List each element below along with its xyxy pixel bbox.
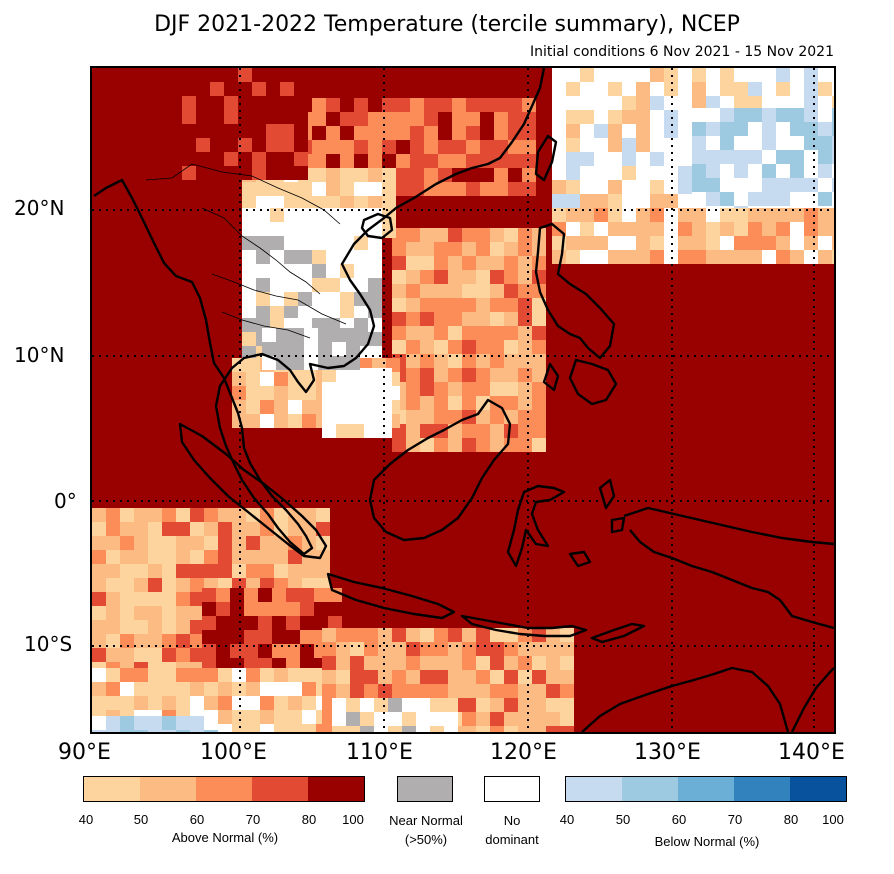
above-normal-label: Above Normal (%): [171, 830, 279, 845]
below-tick: 80: [783, 812, 799, 827]
lat-label-10s: 10°S: [24, 632, 73, 656]
above-tick: 60: [189, 812, 205, 827]
near-normal-label: Near Normal: [389, 813, 463, 828]
lon-label-100e: 100°E: [200, 740, 267, 765]
mainland-coast: [93, 68, 546, 556]
no-dominant-label: No: [503, 813, 521, 828]
lon-label-120e: 120°E: [490, 740, 557, 765]
coastlines: [93, 68, 834, 732]
forecast-map: [92, 68, 834, 732]
near-normal-swatch: [397, 776, 453, 802]
sumatra-coast: [178, 422, 328, 560]
lon-label-90e: 90°E: [58, 740, 111, 765]
below-tick: 100: [822, 812, 844, 827]
lat-label-10n: 10°N: [14, 343, 65, 367]
no-dominant-label-2: dominant: [485, 832, 539, 847]
below-tick: 50: [615, 812, 631, 827]
above-tick: 50: [133, 812, 149, 827]
above-tick: 40: [78, 812, 94, 827]
above-tick: 80: [301, 812, 317, 827]
no-dominant-swatch: [484, 776, 540, 802]
lat-label-20n: 20°N: [14, 196, 65, 220]
below-tick: 40: [559, 812, 575, 827]
tercile-field: [92, 68, 834, 732]
graticule: [92, 68, 834, 732]
above-tick: 70: [245, 812, 261, 827]
lon-label-130e: 130°E: [634, 740, 701, 765]
lon-label-140e: 140°E: [778, 740, 845, 765]
map-subtitle: Initial conditions 6 Nov 2021 - 15 Nov 2…: [529, 44, 834, 60]
lat-label-0: 0°: [54, 489, 77, 513]
map-panel: [90, 66, 836, 734]
lon-label-110e: 110°E: [346, 740, 413, 765]
above-tick: 100: [342, 812, 364, 827]
above-swatch-80: [308, 776, 364, 802]
near-normal-label-2: (>50%): [404, 832, 448, 847]
below-tick: 60: [671, 812, 687, 827]
map-title: DJF 2021-2022 Temperature (tercile summa…: [154, 12, 740, 37]
below-tick: 70: [727, 812, 743, 827]
below-normal-label: Below Normal (%): [654, 834, 760, 849]
borneo-coast: [368, 398, 512, 542]
